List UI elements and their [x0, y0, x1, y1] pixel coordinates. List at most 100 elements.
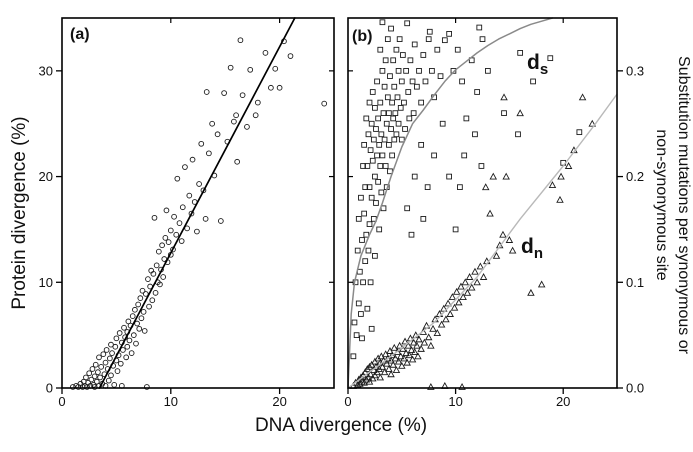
protein-vs-dna-points	[95, 369, 101, 375]
dn-nonsynonymous-points	[385, 365, 393, 372]
protein-vs-dna-points	[173, 231, 180, 238]
protein-vs-dna-points	[111, 381, 118, 388]
dn-nonsynonymous-points	[400, 354, 408, 362]
ds-synonymous-points	[377, 99, 384, 106]
ds-synonymous-points	[353, 332, 360, 338]
ds-synonymous-points	[394, 94, 401, 101]
protein-vs-dna-points	[140, 309, 147, 315]
protein-vs-dna-points	[178, 238, 185, 244]
ds-synonymous-points	[351, 319, 358, 326]
ds-synonymous-points	[501, 110, 507, 116]
dn-nonsynonymous-points	[403, 358, 411, 366]
dn-nonsynonymous-points	[424, 333, 433, 341]
y-tick-label: 20	[39, 169, 53, 184]
dn-nonsynonymous-points	[376, 373, 385, 381]
dn-nonsynonymous-points	[499, 230, 507, 238]
x-tick-label: 10	[448, 394, 462, 409]
ds-synonymous-points	[381, 83, 388, 90]
ds-synonymous-points	[434, 46, 441, 53]
panel-b-dn-curve	[347, 93, 618, 389]
dn-nonsynonymous-points	[481, 183, 490, 191]
protein-vs-dna-points	[116, 330, 123, 336]
ds-synonymous-points	[424, 184, 431, 190]
ds-synonymous-points	[378, 131, 385, 138]
ds-curve-label: ds	[527, 52, 548, 77]
panel-b-ds-curve	[347, 17, 554, 389]
dn-nonsynonymous-points	[442, 315, 450, 323]
ds-synonymous-points	[401, 99, 407, 106]
ds-synonymous-points	[407, 57, 414, 64]
dn-nonsynonymous-points	[588, 119, 597, 127]
dn-nonsynonymous-points	[450, 303, 459, 311]
protein-vs-dna-points	[202, 216, 209, 222]
ds-synonymous-points	[390, 115, 397, 122]
dn-nonsynonymous-points	[463, 288, 472, 296]
protein-vs-dna-points	[139, 287, 146, 294]
dn-nonsynonymous-points	[366, 370, 375, 378]
dn-nonsynonymous-points	[471, 267, 479, 275]
dn-nonsynonymous-points	[427, 383, 435, 390]
ds-synonymous-points	[410, 110, 417, 116]
dn-nonsynonymous-points	[505, 236, 514, 243]
ds-synonymous-points	[354, 247, 361, 254]
ds-synonymous-points	[387, 73, 393, 79]
ds-synonymous-points	[411, 173, 418, 180]
ds-synonymous-points	[386, 142, 392, 148]
protein-vs-dna-points	[231, 118, 237, 125]
ds-synonymous-points	[474, 89, 480, 95]
dn-nonsynonymous-points	[461, 278, 470, 286]
protein-vs-dna-points	[198, 140, 205, 147]
ds-synonymous-points	[369, 89, 376, 95]
ds-synonymous-points	[450, 68, 457, 74]
ds-synonymous-points	[381, 136, 388, 143]
dn-nonsynonymous-points	[409, 338, 418, 346]
protein-vs-dna-points	[88, 376, 95, 383]
ds-synonymous-points	[426, 28, 433, 35]
protein-vs-dna-points	[167, 227, 174, 234]
ds-synonymous-points	[478, 163, 485, 169]
y-tick-label: 0.0	[626, 381, 644, 396]
dn-nonsynonymous-points	[362, 375, 371, 383]
protein-vs-dna-points	[203, 89, 210, 95]
ds-synonymous-points	[370, 136, 377, 143]
dn-nonsynonymous-points	[389, 360, 397, 368]
protein-vs-dna-points	[70, 384, 76, 390]
ds-synonymous-points	[374, 152, 380, 159]
protein-vs-dna-points	[92, 361, 99, 368]
protein-vs-dna-points	[112, 343, 119, 350]
ds-synonymous-points	[403, 68, 409, 74]
dn-nonsynonymous-points	[455, 298, 463, 306]
protein-vs-dna-points	[114, 368, 121, 374]
ds-synonymous-points	[485, 68, 491, 74]
ds-synonymous-points	[418, 142, 425, 148]
ds-synonymous-points	[416, 68, 422, 74]
ds-synonymous-points	[367, 147, 374, 153]
ds-synonymous-points	[400, 52, 406, 58]
dn-label-sub: n	[533, 245, 543, 262]
dn-nonsynonymous-points	[365, 362, 374, 370]
dn-nonsynonymous-points	[446, 310, 454, 317]
protein-vs-dna-points	[83, 374, 89, 381]
dn-nonsynonymous-points	[392, 366, 401, 373]
ds-synonymous-points	[547, 55, 554, 62]
ds-synonymous-points	[382, 163, 389, 169]
ds-synonymous-points	[362, 258, 369, 264]
ds-synonymous-points	[388, 126, 394, 132]
ds-synonymous-points	[386, 110, 392, 116]
ds-synonymous-points	[530, 78, 536, 85]
ds-synonymous-points	[398, 78, 405, 85]
right-y-axis-title-line2: non-synonymous site	[653, 129, 670, 281]
protein-vs-dna-points	[136, 325, 143, 332]
dn-nonsynonymous-points	[417, 344, 425, 352]
dn-nonsynonymous-points	[564, 162, 573, 169]
ds-synonymous-points	[429, 68, 435, 74]
protein-vs-dna-points	[233, 112, 239, 119]
ds-synonymous-points	[377, 46, 384, 53]
protein-vs-dna-points	[96, 354, 102, 361]
ds-synonymous-points	[373, 200, 379, 206]
ds-synonymous-points	[355, 216, 362, 222]
protein-vs-dna-points	[268, 84, 274, 91]
protein-vs-dna-points	[150, 270, 157, 277]
protein-vs-dna-points	[272, 65, 279, 72]
protein-vs-dna-points	[141, 328, 148, 334]
